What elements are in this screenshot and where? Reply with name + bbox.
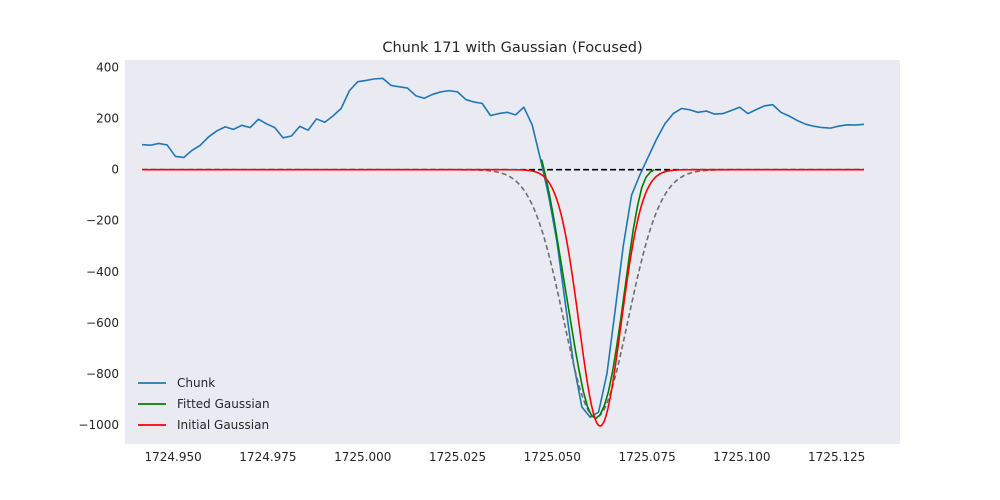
legend-label-fitted-gaussian: Fitted Gaussian (177, 397, 270, 411)
chart-title: Chunk 171 with Gaussian (Focused) (382, 40, 642, 56)
x-axis-ticks: 1724.950 1724.975 1725.000 1725.025 1725.050… (145, 450, 866, 464)
x-tick-label: 1724.950 (145, 450, 202, 464)
y-tick-label: −1000 (78, 418, 119, 432)
x-tick-label: 1725.075 (618, 450, 675, 464)
y-tick-label: 400 (96, 61, 119, 75)
y-tick-label: −400 (86, 265, 119, 279)
y-tick-label: 0 (111, 163, 119, 177)
x-tick-label: 1724.975 (239, 450, 296, 464)
legend: Chunk Fitted Gaussian Initial Gaussian (138, 376, 270, 432)
x-tick-label: 1725.050 (524, 450, 581, 464)
fitted-gaussian-line (540, 159, 655, 420)
x-tick-label: 1725.125 (808, 450, 865, 464)
chunk-line (142, 77, 865, 419)
plot-area (125, 60, 900, 444)
x-tick-label: 1725.000 (334, 450, 391, 464)
x-tick-label: 1725.025 (429, 450, 486, 464)
y-tick-label: −800 (86, 367, 119, 381)
y-tick-label: 200 (96, 112, 119, 126)
y-tick-label: −600 (86, 316, 119, 330)
legend-label-chunk: Chunk (177, 376, 215, 390)
series-layer (142, 77, 865, 427)
y-tick-label: −200 (86, 214, 119, 228)
y-axis-ticks: 400 200 0 −200 −400 −600 −800 −1000 (78, 61, 119, 432)
legend-label-initial-gaussian: Initial Gaussian (177, 418, 269, 432)
initial-gaussian-line (142, 168, 864, 427)
x-tick-label: 1725.100 (713, 450, 770, 464)
